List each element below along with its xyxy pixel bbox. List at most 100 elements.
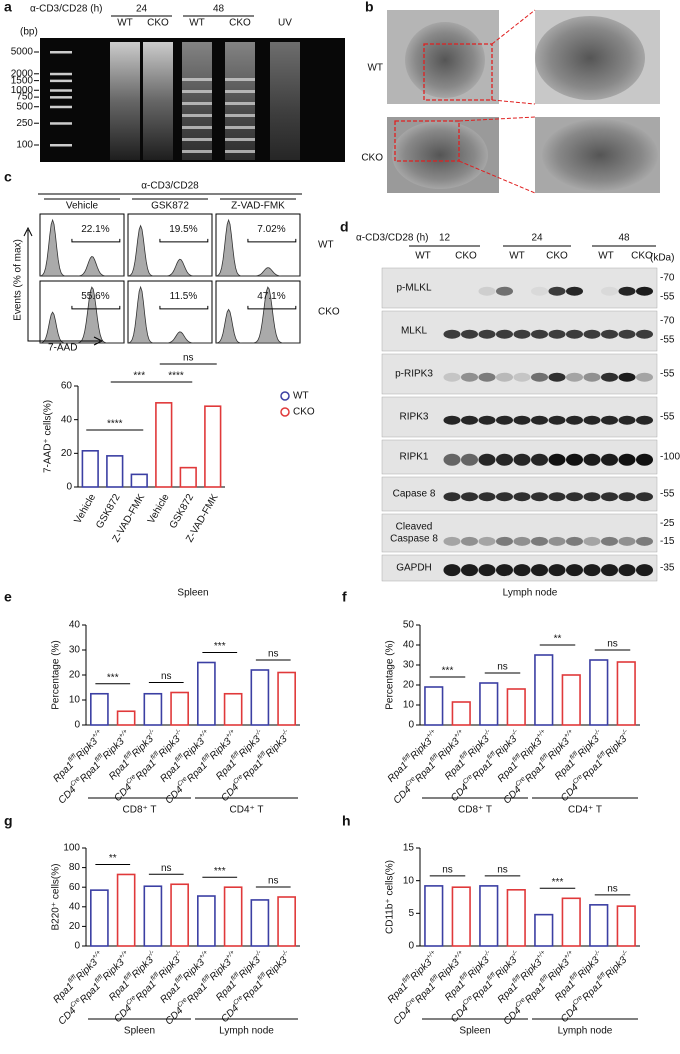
blot-band — [531, 415, 548, 425]
blot-band — [496, 453, 513, 466]
significance-label: *** — [214, 641, 226, 652]
bar — [90, 889, 109, 947]
flow-histogram — [215, 286, 300, 344]
legend-marker — [280, 391, 290, 401]
significance-label: ns — [183, 353, 194, 364]
kda-marker: -55 — [660, 369, 675, 380]
bar — [106, 455, 124, 488]
blot-band — [618, 453, 636, 466]
lane-label: WT — [415, 251, 431, 262]
blot-band — [601, 329, 618, 339]
kda-marker: -70 — [660, 273, 675, 284]
significance-label: ns — [442, 865, 453, 876]
group-label: Lymph node — [558, 1026, 613, 1037]
y-tick-label: 0 — [74, 941, 80, 952]
blot-band — [443, 415, 461, 425]
time-label: 48 — [618, 233, 630, 244]
blot-band — [583, 453, 601, 466]
blot-band — [496, 536, 513, 546]
bar — [143, 885, 163, 947]
blot-band — [461, 415, 478, 425]
gel-lane — [225, 42, 255, 160]
y-tick-label: 40 — [61, 414, 73, 425]
bar — [616, 661, 636, 726]
significance-label: ns — [607, 883, 618, 894]
blot-band — [531, 329, 548, 339]
blot-band — [636, 415, 653, 425]
flow-histogram — [127, 224, 212, 277]
treatment-label: α-CD3/CD28 (h) — [30, 4, 102, 15]
y-tick-label: 80 — [69, 862, 81, 873]
gate-label: 55.6% — [81, 291, 109, 302]
gate-label: 7.02% — [257, 224, 285, 235]
y-tick-label: 10 — [403, 700, 415, 711]
blot-band — [636, 492, 653, 502]
blot-band — [478, 329, 496, 339]
bar — [116, 710, 136, 726]
y-axis-label: Percentage (%) — [385, 640, 396, 709]
blot-band — [443, 453, 461, 466]
blot-band — [531, 536, 548, 546]
gel-lane — [182, 42, 212, 160]
blot-band — [618, 329, 636, 339]
y-axis-label: Percentage (%) — [51, 640, 62, 709]
blot-band — [496, 492, 513, 502]
blot-band — [461, 329, 478, 339]
flow-histogram — [127, 285, 212, 344]
blot-band — [496, 372, 513, 382]
lane-label: CKO — [455, 251, 477, 262]
ladder-label: 500 — [16, 101, 33, 112]
lane-label: CKO — [546, 251, 568, 262]
gel-band — [182, 114, 212, 117]
ladder-band — [50, 51, 72, 54]
blot-band — [478, 372, 496, 382]
blot-label: Capase 8 — [393, 489, 436, 500]
condition-label: GSK872 — [151, 201, 189, 212]
blot-label: GAPDH — [396, 563, 432, 574]
ladder-band — [50, 144, 72, 147]
lane-label: WT — [509, 251, 525, 262]
bar — [143, 692, 163, 726]
panel-letter: a — [4, 0, 12, 15]
ladder-band — [50, 105, 72, 109]
blot-band — [513, 453, 531, 466]
blot-band — [496, 415, 513, 425]
blot-label: RIPK3 — [400, 412, 429, 423]
blot-band — [548, 329, 566, 339]
lane-label: CKO — [229, 18, 251, 29]
blot-band — [566, 372, 583, 382]
blot-band — [461, 453, 478, 466]
significance-label: **** — [168, 371, 184, 382]
blot-band — [548, 415, 566, 425]
panel-letter: b — [365, 0, 374, 15]
gel-band — [182, 126, 212, 129]
blot-band — [601, 415, 618, 425]
lane-label: UV — [278, 18, 292, 29]
y-tick-label: 30 — [403, 660, 415, 671]
blot-band — [636, 453, 653, 466]
panel-letter: e — [4, 589, 12, 605]
blot-band — [548, 372, 566, 382]
y-tick-label: 20 — [69, 921, 81, 932]
bar — [277, 671, 296, 726]
blot-band — [566, 492, 583, 502]
blot-band — [461, 492, 478, 502]
bar — [589, 904, 609, 947]
bar — [561, 897, 581, 947]
bar — [506, 688, 526, 726]
gate-label: 11.5% — [170, 291, 198, 302]
blot-band — [478, 453, 496, 466]
blot-band — [531, 286, 548, 296]
significance-label: ns — [161, 863, 172, 874]
blot-band — [443, 372, 461, 382]
blot-band — [636, 286, 653, 296]
bar — [479, 682, 499, 726]
legend-marker — [280, 407, 290, 417]
blot-band — [531, 492, 548, 502]
kda-marker: -70 — [660, 316, 675, 327]
ladder-band — [50, 89, 72, 92]
blot-band — [583, 415, 601, 425]
significance-label: ** — [554, 634, 562, 645]
legend-label: WT — [293, 391, 309, 402]
